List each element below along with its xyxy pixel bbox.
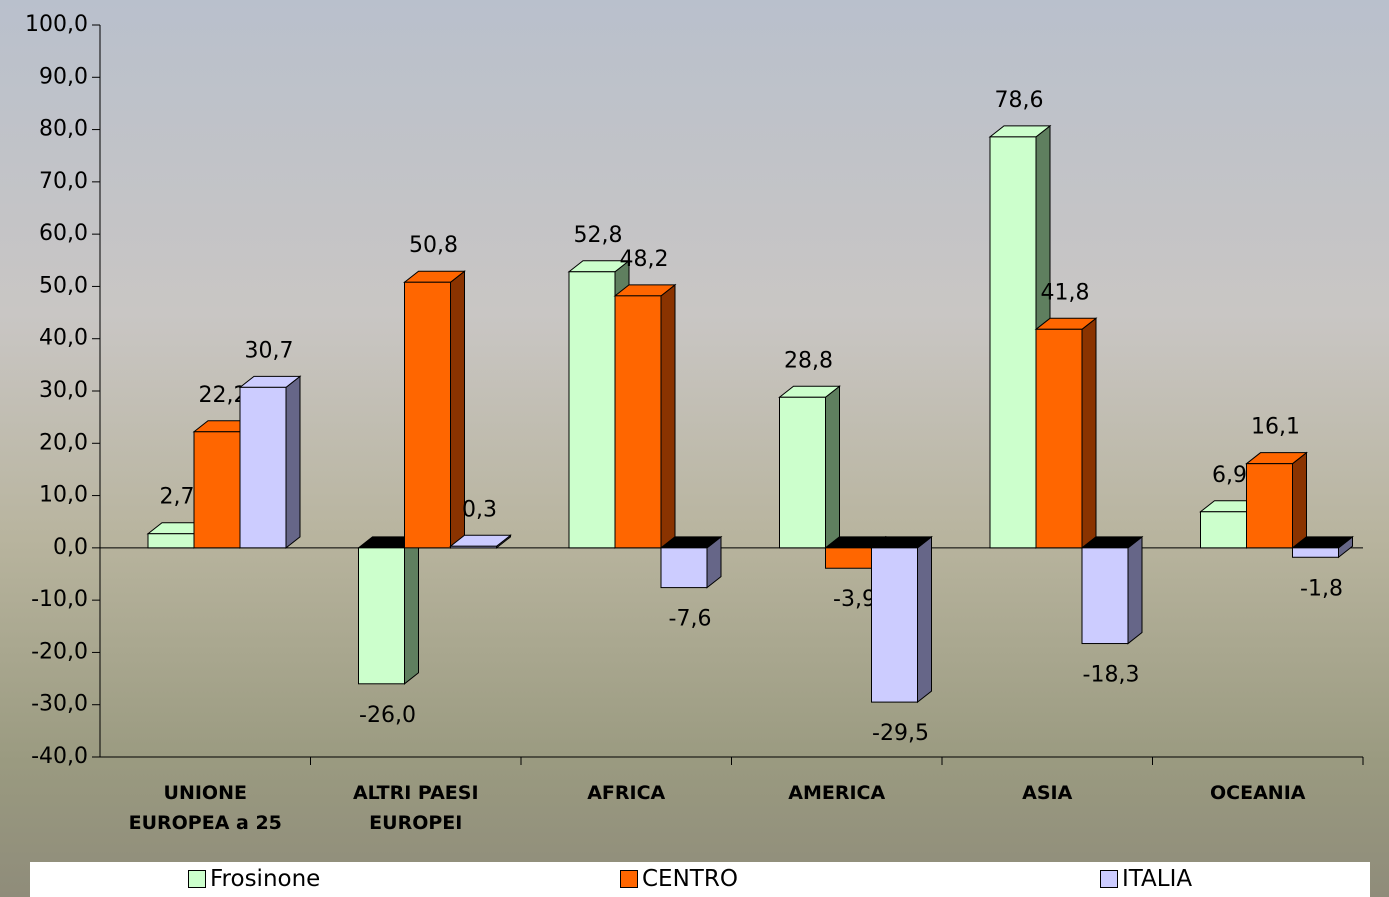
y-tick-label: -40,0: [31, 744, 88, 769]
bar: [870, 535, 933, 704]
data-label: 16,1: [1251, 415, 1300, 440]
y-tick-label: 50,0: [39, 273, 88, 298]
bar-front: [1035, 328, 1083, 549]
data-label: -18,3: [1083, 663, 1140, 688]
bar-front: [660, 547, 708, 589]
bar-front: [614, 295, 662, 549]
data-label: 0,3: [462, 497, 497, 522]
bar-front: [193, 431, 241, 549]
bar-side: [1081, 317, 1097, 549]
data-label: 22,2: [199, 383, 248, 408]
legend-item: CENTRO: [620, 866, 738, 892]
bar-front: [989, 136, 1037, 549]
legend-item: Frosinone: [188, 866, 320, 892]
data-label: -7,6: [669, 607, 712, 632]
y-tick-label: 20,0: [39, 430, 88, 455]
bar-side: [404, 535, 419, 685]
data-label: 6,9: [1212, 463, 1247, 488]
data-label: 48,2: [620, 247, 669, 272]
bar-side: [285, 375, 301, 549]
bar: [1291, 535, 1354, 559]
legend-swatch: [620, 870, 638, 888]
bar-front: [779, 396, 826, 549]
data-label: 41,8: [1041, 280, 1090, 305]
bar-front: [1292, 547, 1339, 558]
x-tick-label: AFRICA: [587, 782, 666, 804]
bar: [659, 535, 723, 589]
bar: [1245, 451, 1308, 549]
legend-label: CENTRO: [642, 866, 738, 892]
data-label: -26,0: [359, 703, 416, 728]
legend-label: Frosinone: [210, 866, 321, 892]
legend-swatch: [1100, 870, 1118, 888]
bar-side: [825, 385, 840, 549]
bar: [1034, 317, 1098, 549]
y-tick-label: -20,0: [31, 639, 88, 664]
x-tick-label: UNIONE EUROPEA a 25: [128, 782, 282, 834]
y-tick-label: 60,0: [39, 221, 88, 246]
y-tick-label: 10,0: [39, 483, 88, 508]
data-label: 2,7: [160, 485, 195, 510]
data-label: -1,8: [1300, 576, 1343, 601]
bar: [192, 419, 256, 549]
legend-label: ITALIA: [1122, 866, 1193, 892]
bar-front: [450, 545, 497, 549]
x-tick-label: AMERICA: [788, 782, 886, 804]
y-tick-label: 0,0: [53, 535, 88, 560]
bar: [238, 375, 302, 549]
bar: [1080, 535, 1144, 645]
y-tick-label: 100,0: [25, 12, 88, 37]
data-label: 30,7: [245, 338, 294, 363]
data-label: 50,8: [409, 233, 458, 258]
x-tick-label: ASIA: [1022, 782, 1073, 804]
bar: [613, 283, 677, 549]
y-tick-label: 40,0: [39, 326, 88, 351]
legend-swatch: [188, 870, 206, 888]
data-label: -3,9: [833, 587, 876, 612]
bar-side: [917, 535, 932, 704]
x-tick-label: OCEANIA: [1210, 782, 1306, 804]
bar-front: [1200, 511, 1247, 549]
y-tick-label: 80,0: [39, 117, 88, 142]
bar-front: [1246, 463, 1293, 549]
bar-front: [1081, 547, 1129, 645]
legend: Frosinone CENTRO ITALIA: [30, 862, 1370, 897]
bar-front: [239, 386, 287, 549]
bar: [449, 534, 512, 549]
bar-front: [358, 547, 405, 685]
data-label: 52,8: [574, 223, 623, 248]
bar-front: [147, 533, 195, 549]
y-tick-label: -30,0: [31, 692, 88, 717]
y-tick-label: 70,0: [39, 169, 88, 194]
x-tick-label: ALTRI PAESI EUROPEI: [352, 782, 479, 834]
bar-front: [404, 281, 451, 549]
bar-side: [660, 283, 676, 549]
bar-front: [568, 271, 616, 549]
bar-front: [871, 547, 918, 703]
data-label: 78,6: [995, 88, 1044, 113]
bar-front: [825, 547, 872, 569]
data-label: -29,5: [872, 721, 929, 746]
bar: [778, 385, 841, 549]
bar-side: [1292, 451, 1307, 549]
data-label: 28,8: [784, 348, 833, 373]
bar-side: [1127, 535, 1143, 645]
legend-item: ITALIA: [1100, 866, 1192, 892]
y-tick-label: -10,0: [31, 587, 88, 612]
bar: [403, 270, 466, 549]
bar: [357, 535, 420, 685]
y-tick-label: 90,0: [39, 64, 88, 89]
y-tick-label: 30,0: [39, 378, 88, 403]
